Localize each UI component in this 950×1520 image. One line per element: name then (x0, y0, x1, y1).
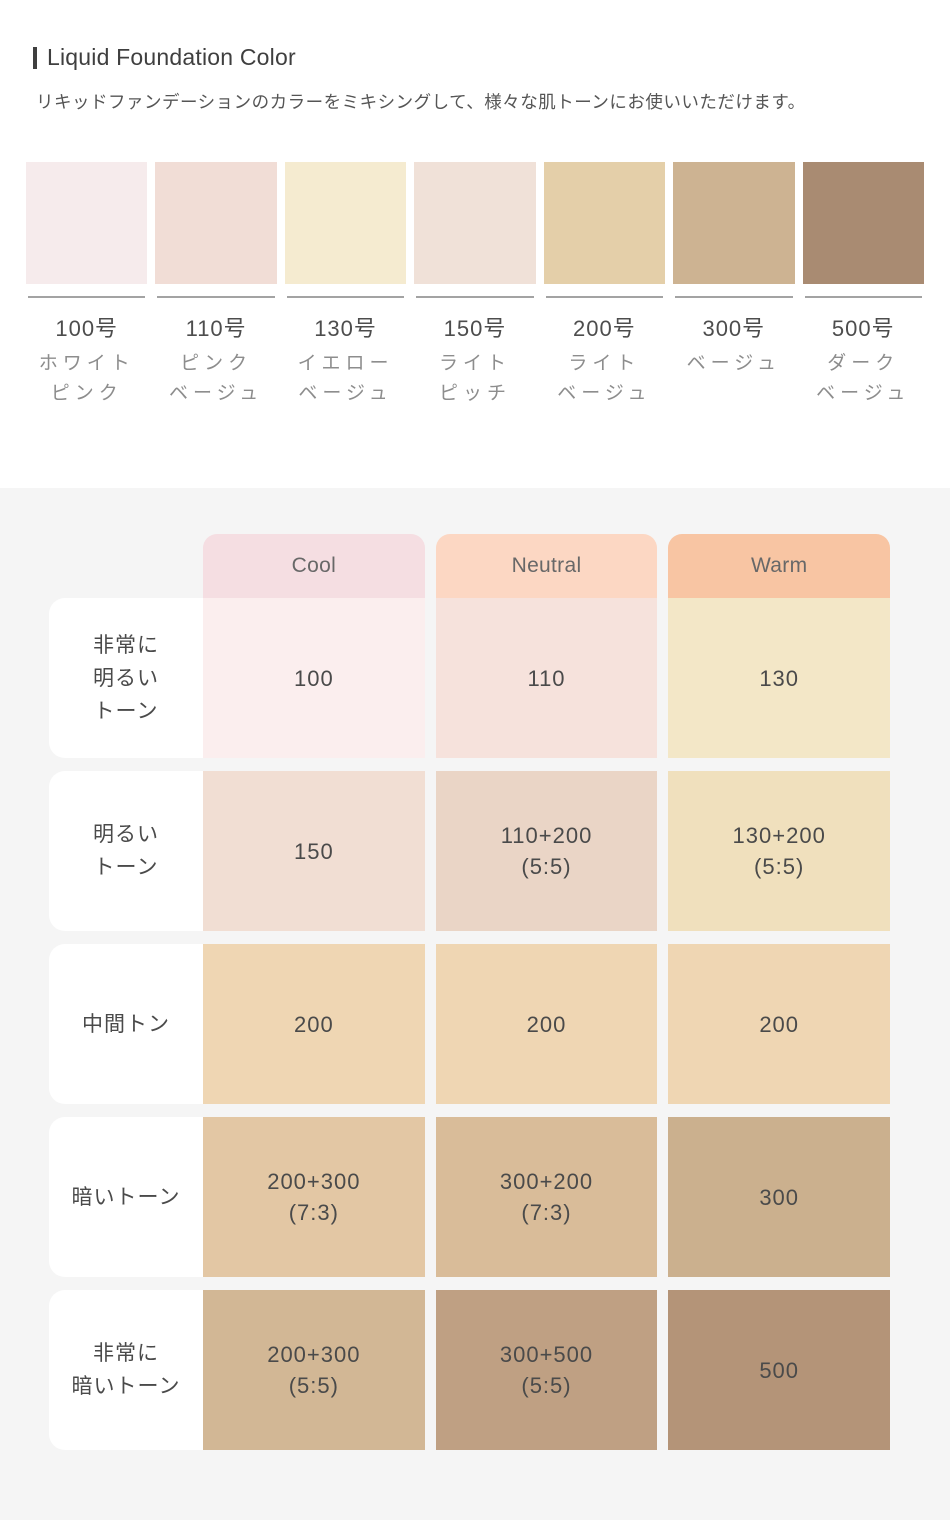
swatch-chip (414, 162, 536, 284)
swatch-row: 100号 ホワイト ピンク 110号 ピンク ベージュ 130号 イエロー ベージュ … (26, 162, 924, 409)
table-cell: 100 (203, 598, 425, 758)
swatch-divider (286, 296, 405, 298)
table-cell: 200 (435, 944, 658, 1104)
table-body: 非常に 明るい トーン 100 110 130 明るい トーン 150 110+200… (49, 598, 891, 1450)
swatch-name: イエロー ベージュ (297, 353, 394, 404)
swatch-divider (28, 296, 146, 298)
swatch-divider (416, 296, 534, 298)
row-label: 明るい トーン (49, 771, 203, 931)
swatch-chip (26, 162, 148, 284)
swatch-number: 110号 (185, 316, 247, 341)
table-cell: 200 (203, 944, 425, 1104)
row-label: 非常に 暗いトーン (49, 1290, 203, 1450)
table-column-header: Neutral (435, 534, 658, 598)
table-cell: 300+500 (5:5) (435, 1290, 658, 1450)
swatch-divider (675, 296, 793, 298)
color-swatch: 500号 ダーク ベージュ (802, 162, 924, 409)
swatch-chip (284, 162, 407, 284)
table-cell: 300+200 (7:3) (435, 1117, 658, 1277)
swatch-chip (802, 162, 924, 284)
color-swatch: 130号 イエロー ベージュ (284, 162, 407, 409)
section-subtitle: リキッドファンデーションのカラーをミキシングして、様々な肌トーンにお使いいただけ… (36, 92, 806, 112)
table-cell: 200 (668, 944, 891, 1104)
table-column-header: Warm (668, 534, 891, 598)
foundation-color-section: Liquid Foundation Color リキッドファンデーションのカラー… (0, 0, 950, 488)
swatch-name: ベージュ (686, 353, 781, 374)
swatch-name: ピンク ベージュ (168, 353, 264, 404)
swatch-chip (673, 162, 795, 284)
swatch-number: 300号 (702, 316, 766, 341)
swatch-name: ライト ピッチ (438, 353, 511, 404)
swatch-name: ホワイト ピンク (38, 353, 135, 404)
row-cells: 200+300 (5:5) 300+500 (5:5) 500 (203, 1290, 891, 1450)
swatch-number: 130号 (314, 316, 377, 341)
swatch-chip (543, 162, 666, 284)
swatch-divider (157, 296, 275, 298)
swatch-number: 500号 (831, 316, 895, 341)
table-row: 中間トン 200 200 200 (49, 944, 891, 1104)
swatch-chip (155, 162, 277, 284)
table-cell: 130 (668, 598, 891, 758)
row-label: 中間トン (49, 944, 203, 1104)
table-row: 明るい トーン 150 110+200 (5:5) 130+200 (5:5) (49, 771, 891, 931)
color-swatch: 300号 ベージュ (673, 162, 795, 409)
color-swatch: 110号 ピンク ベージュ (155, 162, 277, 409)
swatch-divider (804, 296, 922, 298)
row-label: 非常に 明るい トーン (49, 598, 203, 758)
mixing-table: Cool Neutral Warm 非常に 明るい トーン 100 110 130 … (49, 534, 891, 1450)
swatch-number: 200号 (573, 316, 636, 341)
title-accent-bar (33, 46, 37, 69)
swatch-number: 150号 (443, 316, 507, 341)
section-title: Liquid Foundation Color (33, 44, 950, 71)
table-column-header: Cool (203, 534, 425, 598)
color-swatch: 150号 ライト ピッチ (414, 162, 536, 409)
table-cell: 500 (668, 1290, 891, 1450)
table-cell: 200+300 (7:3) (203, 1117, 425, 1277)
row-cells: 200 200 200 (203, 944, 891, 1104)
table-cell: 130+200 (5:5) (668, 771, 891, 931)
table-header-row: Cool Neutral Warm (203, 534, 891, 598)
table-row: 非常に 明るい トーン 100 110 130 (49, 598, 891, 758)
table-cell: 110 (435, 598, 658, 758)
row-cells: 100 110 130 (203, 598, 891, 758)
page-title: Liquid Foundation Color (47, 44, 296, 70)
row-cells: 200+300 (7:3) 300+200 (7:3) 300 (203, 1117, 891, 1277)
swatch-divider (545, 296, 664, 298)
row-cells: 150 110+200 (5:5) 130+200 (5:5) (203, 771, 891, 931)
swatch-number: 100号 (55, 316, 119, 341)
table-row: 非常に 暗いトーン 200+300 (5:5) 300+500 (5:5) 500 (49, 1290, 891, 1450)
swatch-name: ライト ベージュ (557, 353, 652, 404)
table-cell: 150 (203, 771, 425, 931)
table-cell: 200+300 (5:5) (203, 1290, 425, 1450)
table-cell: 300 (668, 1117, 891, 1277)
swatch-name: ダーク ベージュ (816, 353, 911, 404)
color-swatch: 100号 ホワイト ピンク (26, 162, 148, 409)
row-label: 暗いトーン (49, 1117, 203, 1277)
table-cell: 110+200 (5:5) (435, 771, 658, 931)
table-row: 暗いトーン 200+300 (7:3) 300+200 (7:3) 300 (49, 1117, 891, 1277)
color-swatch: 200号 ライト ベージュ (543, 162, 666, 409)
mixing-table-section: Cool Neutral Warm 非常に 明るい トーン 100 110 130 … (0, 488, 950, 1520)
